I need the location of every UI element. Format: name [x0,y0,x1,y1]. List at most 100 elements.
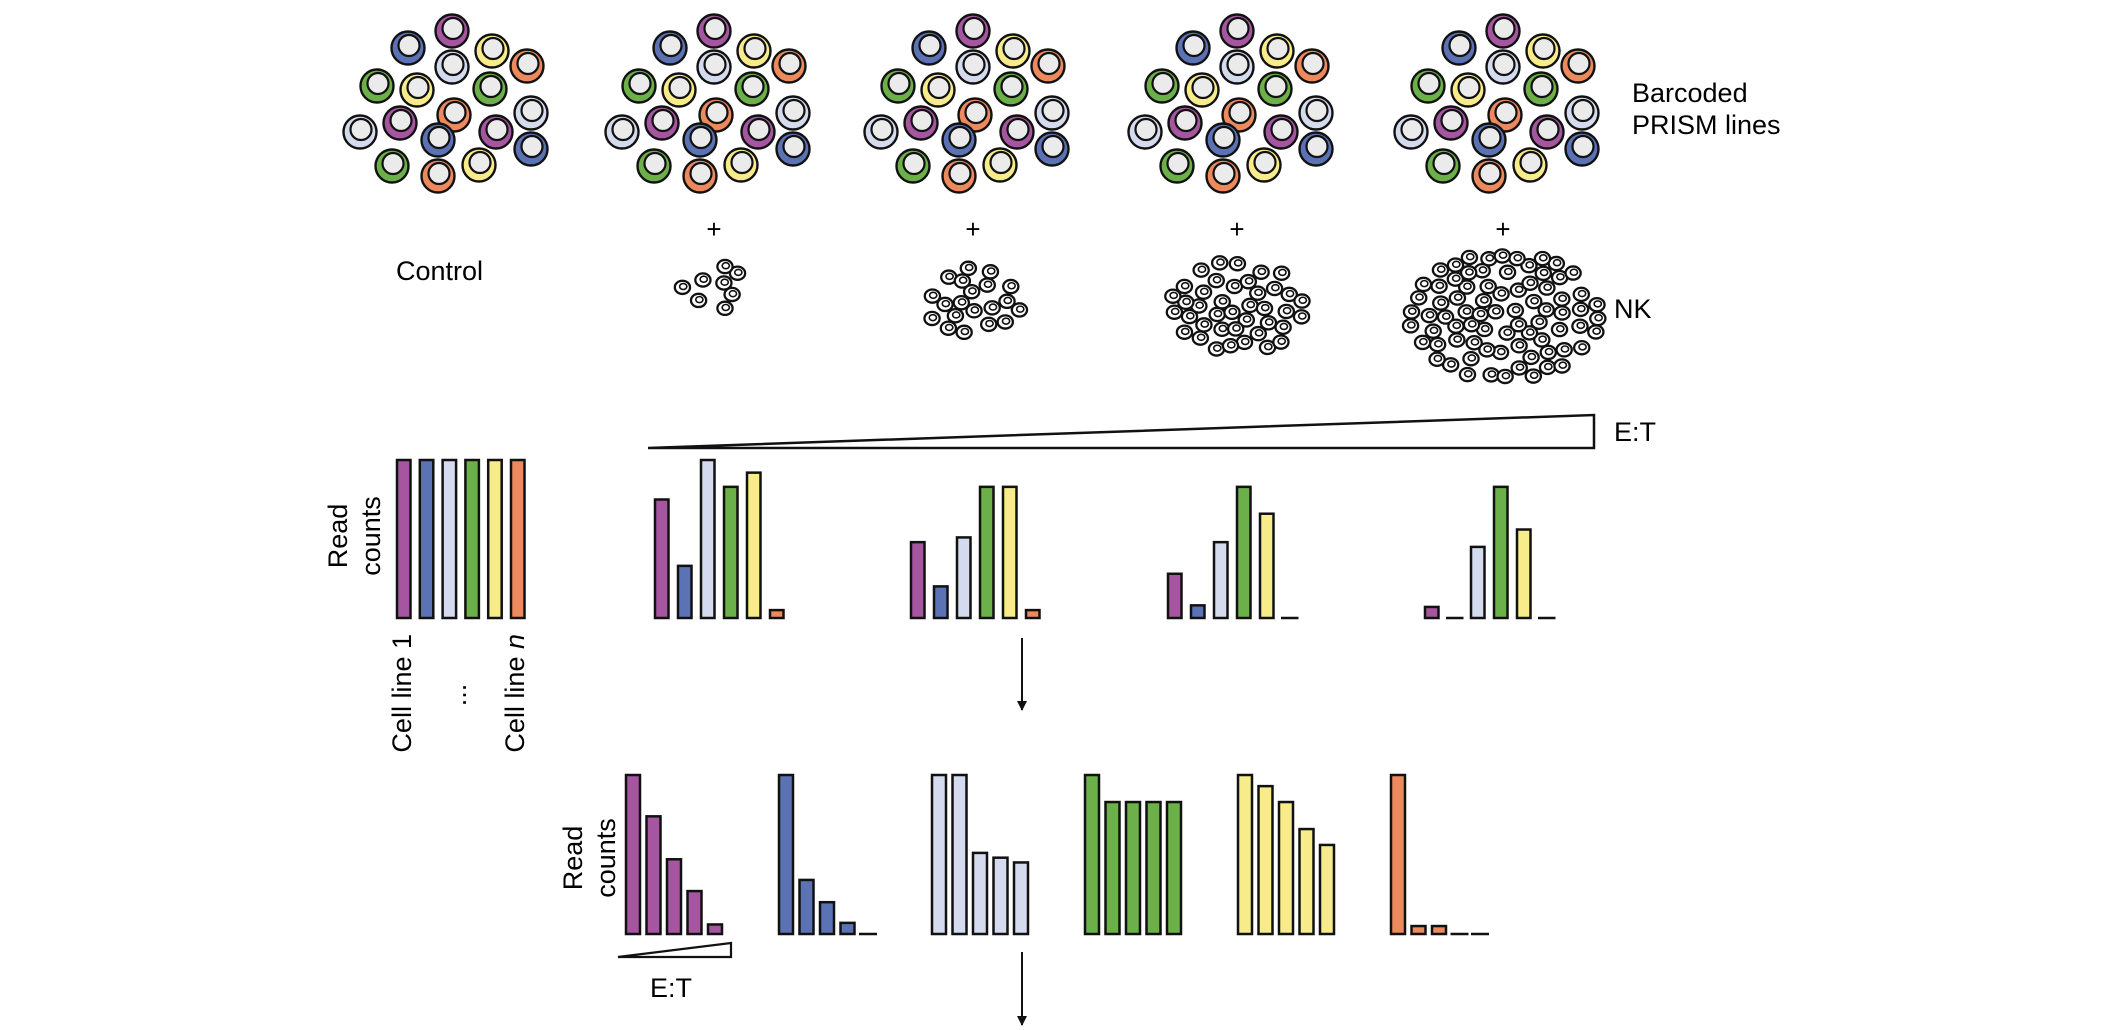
nk-cell [946,307,965,324]
target-cell [644,105,680,141]
target-cell [434,13,470,49]
nk-cell [1520,325,1539,341]
target-cell [955,13,991,49]
bar [1277,800,1295,936]
coculture-bars-4 [1423,485,1556,620]
bar [1298,827,1315,936]
barcoded-label-line1: Barcoded [1632,78,1748,108]
target-cell [652,30,688,66]
target-cell [1175,30,1211,66]
nk-cell [1409,290,1428,306]
cell-pool-1 [342,13,549,194]
nk-cell [1207,341,1226,357]
bar [777,773,795,936]
nk-cell [996,314,1014,330]
nk-cell [1292,309,1311,325]
cell-line-response-5 [1236,773,1336,936]
target-cell [682,122,718,158]
cell-pool-2 [604,13,811,194]
nk-cell [939,320,958,336]
target-cell [1159,148,1195,184]
nk-cell [1479,278,1497,295]
target-cell [1219,49,1255,85]
target-cell [1259,33,1295,69]
target-cell [1441,30,1477,66]
nk-cell [1462,316,1481,333]
nk-cell [1175,278,1194,295]
target-cell [696,13,732,49]
nk-cell [1259,315,1278,331]
target-cell [1485,13,1521,49]
nk-cell [1571,301,1590,318]
nk-cell [940,269,958,285]
target-cell [420,122,456,158]
bar [1024,608,1041,620]
target-cell [1487,97,1523,133]
nk-cell [1207,272,1225,289]
bar [1104,800,1121,936]
nk-cell [1508,250,1526,267]
target-cell [1471,158,1507,194]
nk-cell [1272,334,1290,350]
cell-line-first-label: Cell line 1 [387,634,417,753]
control-bars [395,458,526,620]
target-cell [1219,13,1255,49]
nk-cell [1424,323,1442,339]
nk-cell [981,264,1000,280]
nk-cell [1457,304,1475,320]
nk-cell [1525,293,1543,310]
bar [1166,572,1183,620]
nk-cell-clusters [673,248,1607,385]
nk-cell [673,279,692,296]
nk-cell [694,272,712,288]
nk-cell [1465,334,1483,351]
target-cell [1184,72,1220,108]
target-cell [342,114,378,150]
nk-cell [1401,318,1420,334]
nk-cell [1498,325,1516,341]
target-cell [390,30,426,66]
nk-cell [1550,269,1569,286]
nk-cell [1272,265,1291,281]
nk-cell [1506,302,1525,319]
nk-cell [1446,271,1465,287]
nk-cell [1550,321,1569,338]
nk-cell [1195,317,1213,333]
cell-line-ellipsis: ... [442,684,472,707]
bar [486,458,503,620]
bar-charts [395,458,1556,936]
nk-cell [1533,332,1551,348]
nk-cell [1539,344,1557,361]
nk-cell [1223,304,1241,321]
nk-cell [1520,257,1538,274]
target-cell [736,33,772,69]
nk-cell [1277,303,1296,320]
nk-cell [1239,273,1258,290]
nk-cell [1265,280,1284,297]
target-cell [1034,131,1070,167]
bar [1430,924,1448,936]
cell-pool-3 [863,13,1070,194]
target-cell [698,97,734,133]
nk-cell [1413,334,1432,351]
nk-cell [1226,321,1245,337]
nk-cell [1213,321,1231,338]
plus-sign-1: + [706,214,721,244]
target-cell [1030,48,1066,84]
bar [839,921,856,936]
target-cell [1298,131,1334,167]
nk-cell [1248,285,1267,301]
nk-cell [998,293,1016,310]
target-cell [863,114,899,150]
nk-cell [1538,359,1557,376]
nk-cell [1509,316,1528,333]
nk-cell [1587,324,1605,340]
nk-cell [1431,262,1450,278]
bar [441,458,458,620]
nk-cell [1208,306,1226,323]
target-cell [1564,131,1600,167]
bar [722,485,739,620]
target-cell [461,147,497,183]
bar [1492,485,1509,620]
cell-line-response-2 [777,773,877,936]
